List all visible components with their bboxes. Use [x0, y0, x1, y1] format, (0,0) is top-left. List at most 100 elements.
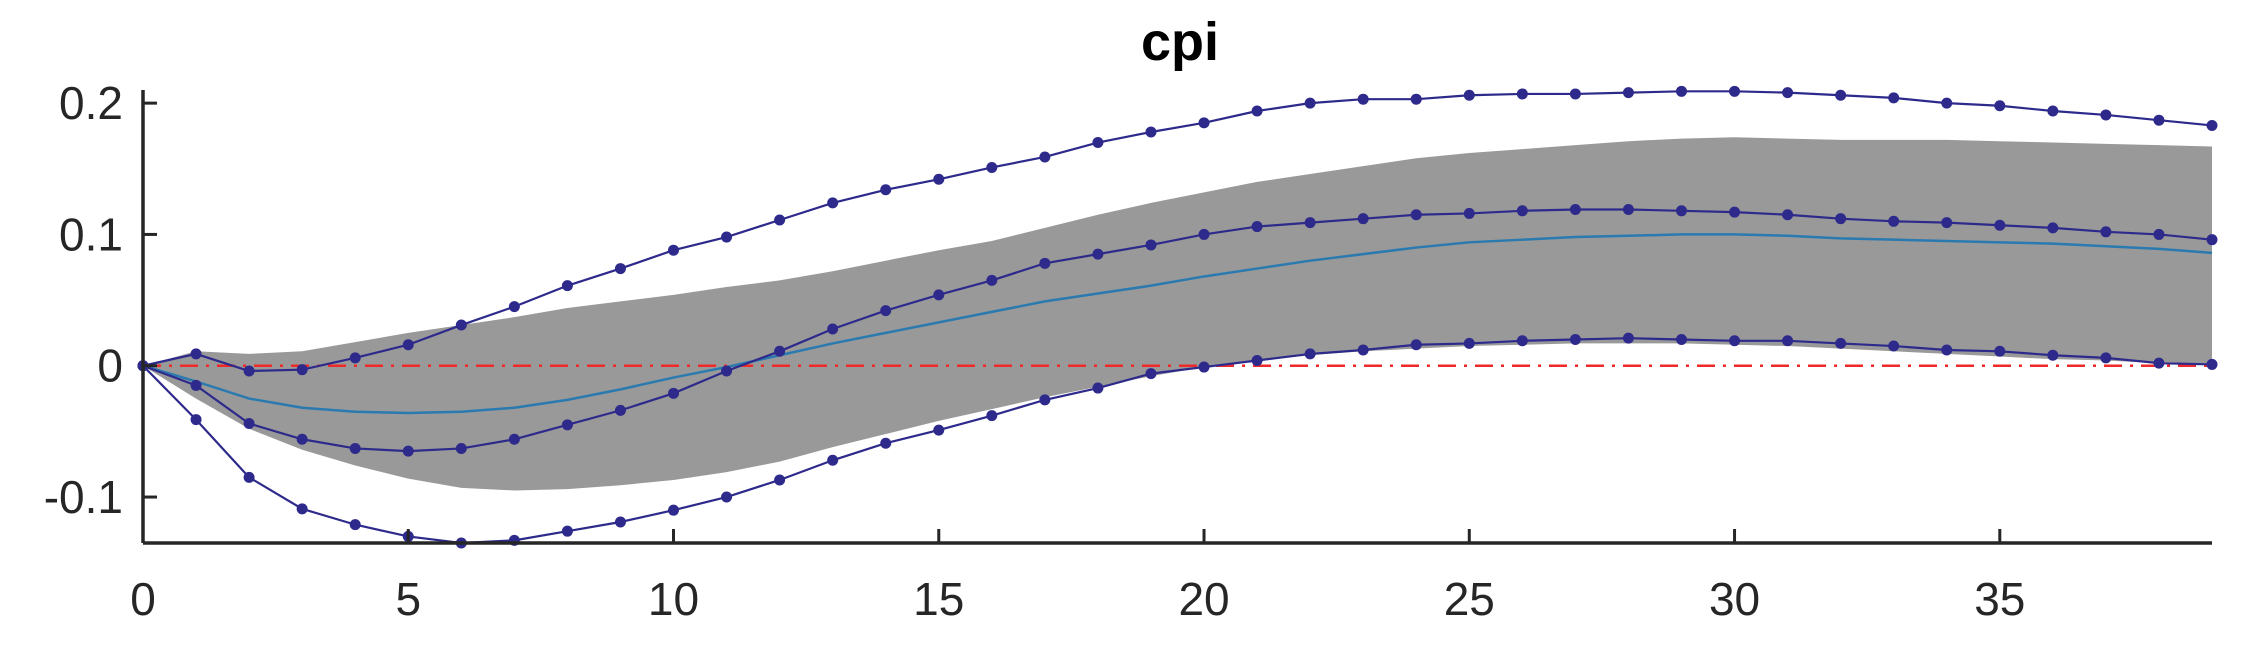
data-point — [1782, 335, 1794, 347]
data-point — [190, 379, 202, 391]
bound-line — [142, 208, 2213, 453]
data-point — [243, 365, 255, 377]
data-point — [402, 339, 414, 351]
x-tick-label: 30 — [1709, 573, 1760, 625]
x-tick-label: 10 — [648, 573, 699, 625]
data-point — [986, 161, 998, 173]
data-point — [1569, 88, 1581, 100]
data-point — [1463, 337, 1475, 349]
data-point — [880, 305, 892, 317]
data-point — [933, 289, 945, 301]
data-point — [827, 197, 839, 209]
data-point — [2153, 228, 2165, 240]
data-point — [190, 414, 202, 426]
series-0 — [142, 233, 2213, 415]
x-tick-label: 0 — [130, 573, 156, 625]
median-line — [142, 233, 2213, 415]
confidence-band — [143, 137, 2212, 491]
data-point — [1516, 88, 1528, 100]
y-tick-label: 0.2 — [59, 77, 123, 129]
data-point — [1835, 89, 1847, 101]
data-point — [508, 301, 520, 313]
data-point — [2206, 358, 2218, 370]
data-point — [296, 503, 308, 515]
data-point — [455, 442, 467, 454]
data-point — [721, 231, 733, 243]
data-point — [508, 433, 520, 445]
data-point — [1357, 213, 1369, 225]
data-point — [2206, 119, 2218, 131]
data-point — [1251, 221, 1263, 233]
data-point — [561, 525, 573, 537]
data-point — [1675, 205, 1687, 217]
data-point — [1994, 345, 2006, 357]
data-point — [1994, 100, 2006, 112]
data-point — [1941, 344, 1953, 356]
data-point — [880, 184, 892, 196]
data-point — [614, 516, 626, 528]
data-point — [933, 424, 945, 436]
data-point — [668, 244, 680, 256]
data-point — [1304, 97, 1316, 109]
data-point — [1198, 361, 1210, 373]
data-point — [2047, 222, 2059, 234]
data-point — [1039, 394, 1051, 406]
data-point — [243, 418, 255, 430]
data-point — [1357, 344, 1369, 356]
data-point — [1888, 92, 1900, 104]
data-point — [774, 474, 786, 486]
data-point — [1729, 85, 1741, 97]
data-point — [561, 280, 573, 292]
data-point — [2047, 105, 2059, 117]
data-point — [296, 433, 308, 445]
data-point — [1941, 97, 1953, 109]
chart-title: cpi — [1141, 12, 1219, 72]
data-point — [986, 274, 998, 286]
data-point — [2206, 234, 2218, 246]
data-point — [1092, 382, 1104, 394]
data-point — [933, 173, 945, 185]
x-tick-label: 25 — [1444, 573, 1495, 625]
data-point — [1251, 354, 1263, 366]
data-point — [1729, 206, 1741, 218]
data-point — [190, 348, 202, 360]
data-point — [1198, 228, 1210, 240]
data-point — [986, 410, 998, 422]
data-point — [1145, 239, 1157, 251]
x-tick-label: 5 — [395, 573, 421, 625]
confidence-band-layer — [143, 137, 2212, 491]
data-point — [1835, 213, 1847, 225]
data-point — [1622, 203, 1634, 215]
data-point — [721, 365, 733, 377]
data-point — [1835, 337, 1847, 349]
data-point — [1622, 332, 1634, 344]
data-point — [1782, 87, 1794, 99]
data-point — [668, 504, 680, 516]
data-point — [614, 263, 626, 275]
data-point — [1145, 126, 1157, 138]
data-point — [1304, 217, 1316, 229]
data-point — [827, 323, 839, 335]
data-point — [1675, 333, 1687, 345]
data-point — [561, 419, 573, 431]
series-2 — [137, 203, 2218, 457]
data-point — [1092, 248, 1104, 260]
data-point — [1463, 207, 1475, 219]
data-point — [1888, 340, 1900, 352]
data-point — [880, 437, 892, 449]
data-point — [349, 442, 361, 454]
data-point — [296, 364, 308, 376]
data-point — [1092, 137, 1104, 149]
data-point — [455, 319, 467, 331]
data-point — [827, 454, 839, 466]
data-point — [2047, 349, 2059, 361]
axes: -0.100.10.20 5 10 15 20 25 30 35 — [44, 77, 2212, 625]
y-tick-label: 0.1 — [59, 208, 123, 260]
data-point — [2100, 352, 2112, 364]
y-tick-label: 0 — [97, 340, 123, 392]
data-point — [1039, 151, 1051, 163]
data-point — [1675, 85, 1687, 97]
bound-line — [142, 90, 2213, 373]
data-point — [1994, 219, 2006, 231]
